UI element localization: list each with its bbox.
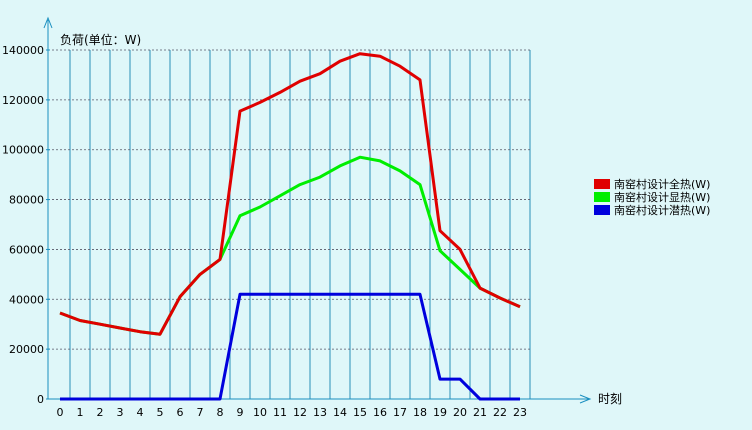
x-tick-label: 7: [197, 406, 204, 419]
x-tick-label: 5: [157, 406, 164, 419]
x-tick-label: 4: [137, 406, 144, 419]
series-line-0: [59, 52, 521, 336]
x-tick-label: 11: [273, 406, 287, 419]
legend: 南窑村设计全热(W)南窑村设计显热(W)南窑村设计潜热(W): [594, 177, 710, 217]
x-tick-label: 21: [473, 406, 487, 419]
y-axis-arrow: [43, 16, 53, 29]
y-axis-title: 负荷(单位：W): [60, 32, 141, 47]
y-tick-label: 0: [37, 393, 44, 406]
axes: 0 20000 40000 60000 80000 100000 120000 140000 0…: [2, 16, 592, 419]
x-tick-label: 16: [373, 406, 387, 419]
x-tick-label: 10: [253, 406, 267, 419]
series-lines: [59, 52, 521, 401]
y-tick-label: 80000: [9, 194, 44, 207]
legend-swatch-2: [594, 205, 610, 215]
x-axis-arrow: [579, 394, 592, 404]
x-tick-label: 8: [217, 406, 224, 419]
x-tick-label: 0: [57, 406, 64, 419]
x-tick-label: 13: [313, 406, 327, 419]
x-tick-label: 18: [413, 406, 427, 419]
y-tick-label: 40000: [9, 293, 44, 306]
x-axis-title: 时刻: [598, 392, 622, 406]
series-line-2: [60, 292, 520, 401]
legend-swatch-0: [594, 179, 610, 189]
x-tick-label: 23: [513, 406, 527, 419]
legend-label-2: 南窑村设计潜热(W): [614, 203, 710, 217]
x-tick-label: 19: [433, 406, 447, 419]
x-tick-label: 17: [393, 406, 407, 419]
y-tick-label: 20000: [9, 343, 44, 356]
y-tick-label: 100000: [2, 144, 44, 157]
y-tick-label: 60000: [9, 243, 44, 256]
x-tick-label: 3: [117, 406, 124, 419]
x-tick-label: 20: [453, 406, 467, 419]
legend-label-1: 南窑村设计显热(W): [614, 190, 710, 204]
x-tick-label: 22: [493, 406, 507, 419]
x-tick-label: 2: [97, 406, 104, 419]
x-tick-label: 15: [353, 406, 367, 419]
legend-swatch-1: [594, 192, 610, 202]
legend-label-0: 南窑村设计全热(W): [614, 177, 710, 191]
x-tick-label: 1: [77, 406, 84, 419]
x-tick-label: 14: [333, 406, 347, 419]
y-tick-label: 120000: [2, 94, 44, 107]
x-tick-label: 9: [237, 406, 244, 419]
x-tick-label: 12: [293, 406, 307, 419]
y-tick-label: 140000: [2, 44, 44, 57]
x-tick-label: 6: [177, 406, 184, 419]
grid: [48, 49, 531, 399]
